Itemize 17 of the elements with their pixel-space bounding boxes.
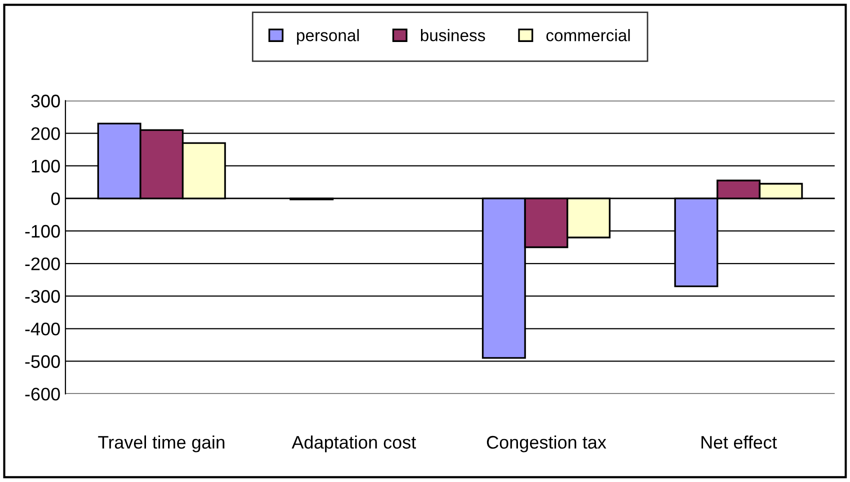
x-tick-label: Travel time gain	[98, 435, 224, 452]
y-tick-label: -100	[25, 224, 60, 238]
y-tick-label: -500	[25, 355, 60, 368]
y-tick-label: -600	[25, 388, 60, 401]
x-tick-label: Congestion tax	[486, 435, 606, 452]
y-tick-label: 0	[51, 192, 60, 206]
legend-label: business	[420, 29, 486, 42]
x-tick-label: Net effect	[702, 435, 777, 449]
y-tick-label: 100	[32, 160, 60, 173]
y-tick-label: 300	[31, 94, 60, 108]
y-tick-label: -400	[25, 322, 60, 336]
y-tick-label: -300	[25, 290, 60, 303]
legend-label: personal	[297, 29, 359, 45]
legend-label: commercial	[546, 29, 630, 42]
y-tick-label: -200	[25, 257, 60, 270]
y-tick-label: 200	[31, 127, 60, 140]
x-tick-label: Adaptation cost	[292, 435, 416, 452]
